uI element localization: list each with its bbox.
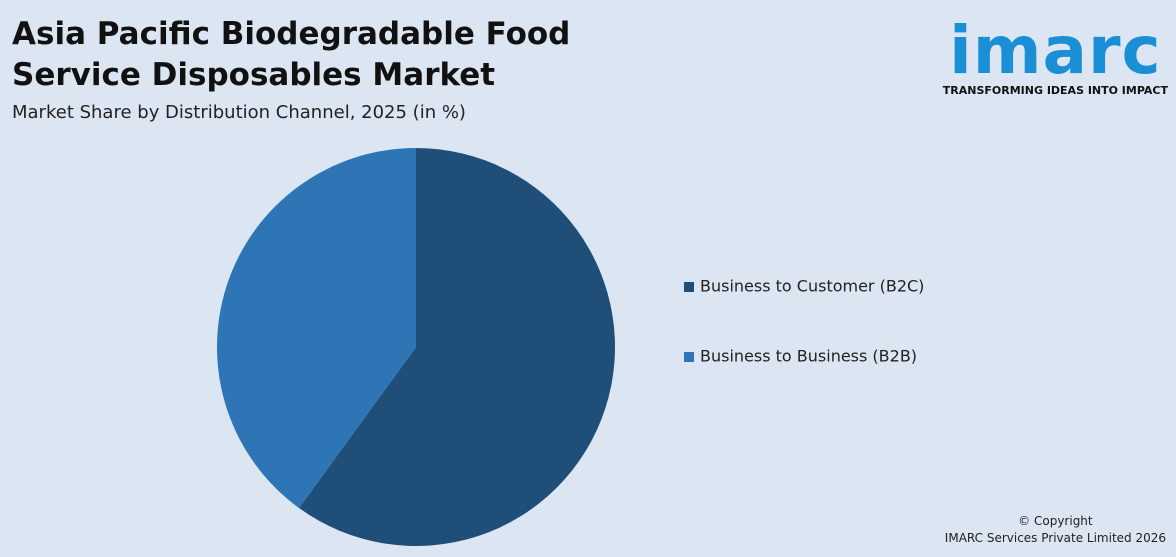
legend-label: Business to Business (B2B)	[700, 347, 917, 366]
logo: imarc TRANSFORMING IDEAS INTO IMPACT	[942, 12, 1168, 98]
footer: © Copyright IMARC Services Private Limit…	[945, 513, 1166, 547]
legend-swatch	[684, 352, 694, 362]
chart-subtitle: Market Share by Distribution Channel, 20…	[12, 102, 466, 123]
pie-slice	[217, 148, 416, 508]
legend-swatch	[684, 282, 694, 292]
legend-label: Business to Customer (B2C)	[700, 277, 924, 296]
copyright-owner: IMARC Services Private Limited 2026	[944, 531, 1166, 545]
chart-title: Asia Pacific Biodegradable Food Service …	[12, 16, 571, 93]
pie-slice	[299, 148, 615, 547]
logo-tagline: TRANSFORMING IDEAS INTO IMPACT	[942, 84, 1168, 97]
logo-name: imarc	[949, 12, 1162, 89]
copyright: © Copyright	[1018, 514, 1093, 528]
